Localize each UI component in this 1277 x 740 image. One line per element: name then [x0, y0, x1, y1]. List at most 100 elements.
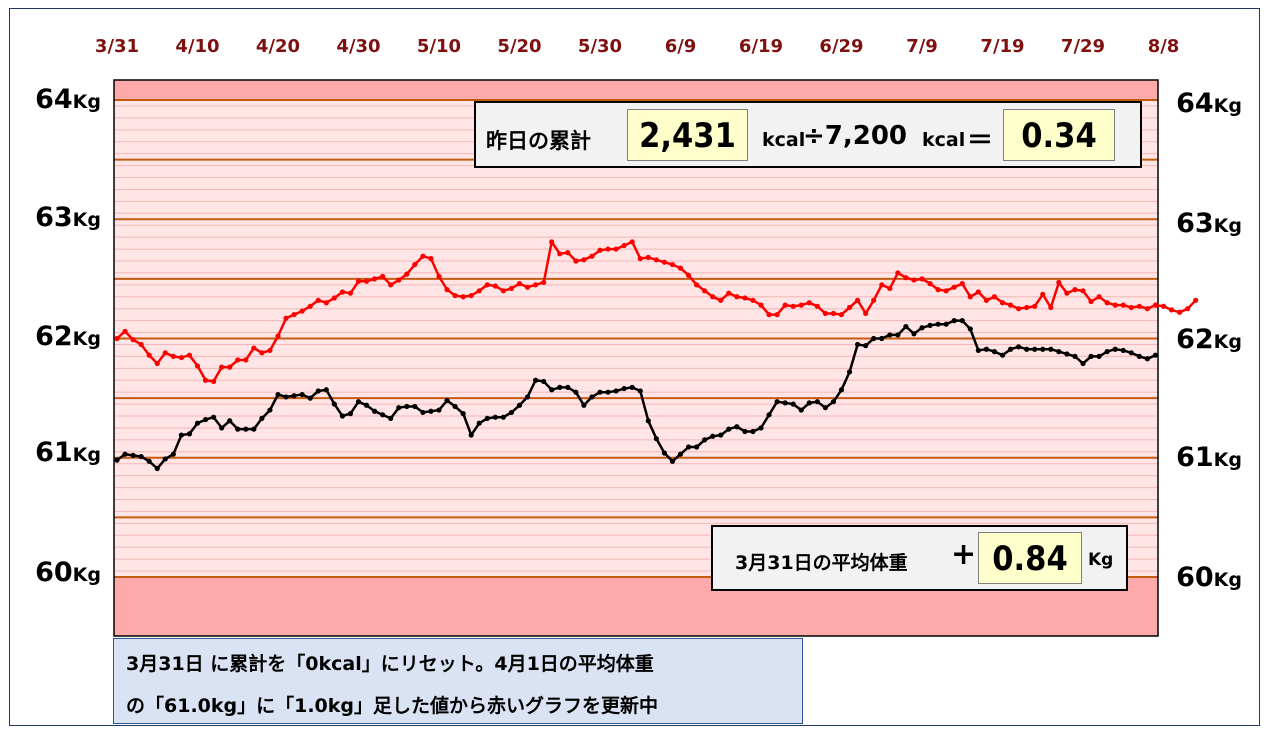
data-point — [1040, 346, 1046, 352]
data-point — [138, 453, 144, 460]
data-point — [927, 281, 933, 287]
data-point — [846, 304, 853, 311]
data-point — [975, 347, 981, 354]
data-point — [573, 389, 579, 395]
data-point — [645, 418, 651, 424]
data-point — [1152, 302, 1159, 308]
data-point — [533, 377, 539, 383]
data-point — [983, 346, 990, 352]
data-point — [943, 288, 949, 294]
data-point — [774, 399, 780, 405]
data-point — [758, 425, 764, 431]
data-point — [170, 451, 176, 457]
data-point — [339, 413, 345, 419]
data-point — [911, 277, 917, 283]
y-tick-label-right: 64Kg — [1176, 88, 1242, 119]
data-point — [1096, 353, 1102, 359]
reset-note: 3月31日 に累計を「0kcal」にリセット。4月1日の平均体重 の「61.0k… — [113, 638, 803, 724]
data-point — [1088, 298, 1094, 305]
data-point — [919, 325, 925, 331]
data-point — [702, 437, 708, 443]
data-point — [685, 444, 692, 450]
avg-label: 3月31日の平均体重 — [735, 552, 908, 574]
data-point — [935, 287, 941, 293]
calc-result: 0.34 — [1003, 109, 1115, 161]
data-point — [146, 458, 152, 464]
data-point — [766, 412, 772, 418]
data-point — [871, 335, 877, 342]
data-point — [814, 399, 820, 405]
data-point — [396, 277, 402, 283]
data-point — [798, 407, 804, 413]
data-point — [927, 322, 933, 328]
data-point — [1048, 346, 1054, 352]
data-point — [814, 303, 820, 309]
data-point — [372, 276, 378, 282]
data-point — [999, 352, 1006, 358]
data-point — [653, 436, 659, 442]
data-point — [275, 333, 281, 339]
data-point — [1032, 303, 1038, 309]
data-point — [492, 283, 498, 289]
data-point — [895, 270, 901, 276]
data-point — [380, 412, 386, 418]
data-point — [219, 425, 225, 431]
data-point — [194, 363, 201, 369]
series-layer — [114, 239, 1199, 472]
data-point — [557, 384, 563, 390]
data-point — [1185, 306, 1191, 312]
data-point — [186, 352, 193, 358]
x-tick-label: 6/9 — [665, 36, 697, 57]
data-point — [162, 456, 168, 462]
data-point — [323, 300, 329, 306]
data-point — [428, 256, 434, 262]
data-point — [694, 282, 700, 288]
note-line-2: の「61.0kg」に「1.0kg」足した値から赤いグラフを更新中 — [126, 695, 659, 717]
data-point — [267, 347, 273, 354]
data-point — [122, 451, 128, 457]
y-tick-label-left: 63Kg — [35, 202, 101, 233]
data-point — [565, 384, 571, 390]
data-point — [597, 389, 603, 395]
data-point — [524, 394, 531, 400]
data-point — [1112, 302, 1118, 308]
data-point — [879, 282, 885, 288]
data-point — [130, 337, 136, 343]
data-point — [1168, 307, 1175, 313]
data-point — [855, 341, 861, 348]
data-point — [452, 403, 458, 410]
data-point — [211, 378, 217, 385]
data-point — [750, 428, 756, 435]
data-point — [605, 389, 611, 395]
data-point — [726, 426, 732, 432]
data-point — [774, 312, 780, 318]
avg-box: 3月31日の平均体重 + 0.84 Kg — [711, 525, 1128, 591]
data-point — [1064, 290, 1070, 296]
y-tick-label-left: 62Kg — [35, 321, 101, 352]
avg-unit: Kg — [1088, 550, 1114, 570]
data-point — [1104, 300, 1110, 306]
data-point — [549, 239, 555, 245]
data-point — [1056, 349, 1062, 355]
data-point — [243, 357, 249, 363]
data-point — [243, 426, 249, 432]
data-point — [202, 377, 209, 383]
data-point — [299, 391, 305, 398]
data-point — [887, 285, 893, 292]
data-point — [1120, 347, 1126, 354]
data-point — [669, 261, 676, 268]
data-point — [597, 247, 603, 253]
data-point — [742, 428, 748, 435]
data-point — [677, 451, 684, 457]
data-point — [1120, 302, 1126, 308]
data-point — [855, 297, 861, 303]
note-line-1: 3月31日 に累計を「0kcal」にリセット。4月1日の平均体重 — [126, 653, 654, 675]
x-tick-label: 5/20 — [497, 36, 541, 57]
data-point — [661, 450, 668, 456]
data-point — [428, 408, 434, 414]
data-point — [621, 385, 627, 392]
data-point — [951, 284, 957, 290]
data-point — [1112, 346, 1118, 352]
data-point — [299, 308, 305, 314]
calc-kcal-unit: kcal — [762, 129, 806, 151]
